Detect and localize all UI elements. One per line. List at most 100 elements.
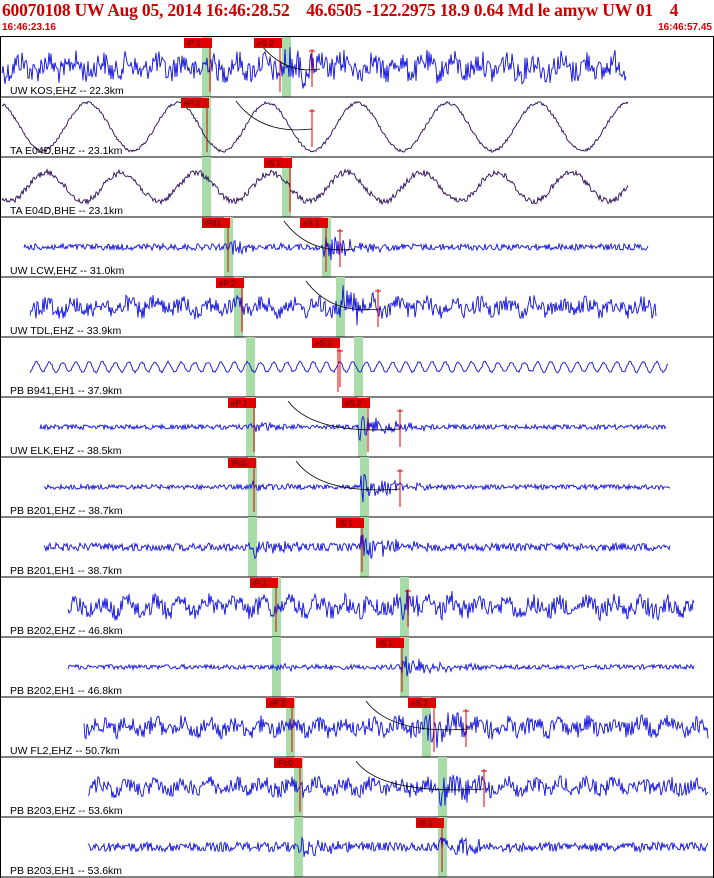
pick-label: eP 2 (219, 279, 236, 288)
trace-row: iPd1 eS 1 UW LCW,EHZ -- 31.0km (0, 217, 714, 278)
phase-bar (272, 637, 281, 697)
pick-flag (274, 758, 302, 768)
phase-bar (248, 517, 257, 577)
phase-bar (248, 457, 257, 517)
phase-bar (422, 697, 431, 757)
station-label: UW KOS,EHZ -- 22.3km (10, 85, 124, 97)
pick-flag (250, 578, 278, 588)
trace-row: iP 1 eS 2 UW KOS,EHZ -- 22.3km (0, 37, 714, 98)
pick-flag (181, 98, 209, 108)
phase-bar (234, 277, 243, 337)
phase-bar (282, 157, 291, 217)
station-label: UW LCW,EHZ -- 31.0km (10, 265, 125, 277)
pick-label: iPc0 (277, 759, 293, 768)
start-time: 16:46:23.16 (2, 22, 56, 33)
phase-bar (354, 337, 363, 397)
travel-time-curve (283, 220, 356, 251)
waveform (83, 712, 709, 748)
station-label: TA E04D,BHZ -- 23.1km (10, 145, 123, 157)
trace-row: iPc0 PB B201,EHZ -- 38.7km (0, 457, 714, 518)
waveform (29, 360, 669, 374)
pick-label: eP 1 (184, 99, 201, 108)
pick-flag (342, 398, 370, 408)
trace-row: iS 1 PB B201,EH1 -- 38.7km (0, 517, 714, 578)
station-label: PB B201,EH1 -- 38.7km (10, 565, 122, 577)
trace-row: eP 2 eS 2 UW FL2,EHZ -- 50.7km (0, 697, 714, 758)
station-label: PB B203,EHZ -- 53.6km (10, 805, 123, 817)
travel-time-curve (365, 700, 471, 731)
pick-label: eS 1 (303, 219, 320, 228)
pick-label: eS 2 (257, 39, 274, 48)
travel-time-curve (235, 100, 313, 131)
station-label: PB B941,EH1 -- 37.9km (10, 385, 122, 397)
station-label: PB B202,EH1 -- 46.8km (10, 685, 122, 697)
waveform (1, 167, 629, 206)
waveform (87, 836, 709, 857)
station-label: UW TDL,EHZ -- 33.9km (10, 325, 121, 337)
phase-bar (202, 157, 211, 217)
station-label: PB B201,EHZ -- 38.7km (10, 505, 123, 517)
pick-label: iPd1 (205, 219, 222, 228)
travel-time-curve (295, 460, 401, 491)
trace-row: iP 1 PB B202,EHZ -- 46.8km (0, 577, 714, 638)
pick-label: iPc0 (231, 459, 247, 468)
waveform (23, 235, 649, 261)
pick-flag (228, 398, 256, 408)
pick-flag (264, 158, 292, 168)
pick-flag (184, 38, 212, 48)
pick-label: iS 1 (339, 519, 353, 528)
trace-row: iS 1 TA E04D,BHE -- 23.1km (0, 157, 714, 218)
waveform (39, 415, 667, 442)
travel-time-curve (287, 400, 401, 431)
pick-label: eP 1 (231, 399, 248, 408)
end-time: 16:46:57.45 (658, 22, 712, 33)
travel-time-curve (305, 280, 381, 311)
trace-row: eS 2 PB B941,EH1 -- 37.9km (0, 337, 714, 398)
pick-label: iS 1 (419, 819, 433, 828)
phase-bar (358, 397, 367, 457)
phase-bar (360, 457, 369, 517)
phase-bar (282, 37, 291, 97)
pick-flag (300, 218, 328, 228)
pick-label: eS 2 (315, 339, 332, 348)
pick-flag (376, 638, 404, 648)
pick-flag (312, 338, 340, 348)
pick-flag (254, 38, 282, 48)
phase-bar (294, 757, 303, 817)
pick-flag (266, 698, 294, 708)
trace-row: iPc0 PB B203,EHZ -- 53.6km (0, 757, 714, 818)
waveform (67, 589, 695, 622)
pick-label: iP 1 (187, 39, 201, 48)
pick-label: eS 2 (345, 399, 362, 408)
trace-row: iS 1 PB B203,EH1 -- 53.6km (0, 817, 714, 878)
waveform (29, 285, 657, 326)
station-label: TA E04D,BHE -- 23.1km (10, 205, 123, 217)
pick-label: eP 2 (269, 699, 286, 708)
travel-time-curve (355, 760, 485, 791)
waveform (43, 473, 671, 503)
event-title: 60070108 UW Aug 05, 2014 16:46:28.52 46.… (2, 0, 679, 20)
phase-bar (202, 37, 211, 97)
station-label: UW ELK,EHZ -- 38.5km (10, 445, 122, 457)
pick-flag (408, 698, 436, 708)
waveform (1, 47, 627, 89)
trace-row: eP 1 TA E04D,BHZ -- 23.1km (0, 97, 714, 158)
station-label: PB B203,EH1 -- 53.6km (10, 865, 122, 877)
pick-flag (228, 458, 256, 468)
event-header: 60070108 UW Aug 05, 2014 16:46:28.52 46.… (0, 0, 714, 36)
pick-label: iP 1 (253, 579, 267, 588)
phase-bar (438, 757, 447, 817)
trace-row: iS 1 PB B202,EH1 -- 46.8km (0, 637, 714, 698)
pick-flag (416, 818, 444, 828)
station-label: PB B202,EHZ -- 46.8km (10, 625, 123, 637)
trace-row: eP 2 UW TDL,EHZ -- 33.9km (0, 277, 714, 338)
pick-label: eS 2 (411, 699, 428, 708)
station-label: UW FL2,EHZ -- 50.7km (10, 745, 120, 757)
waveform (43, 534, 671, 560)
pick-flag (336, 518, 364, 528)
waveform (67, 656, 695, 677)
phase-bar (246, 397, 255, 457)
waveform (1, 100, 629, 153)
waveform (87, 774, 709, 808)
